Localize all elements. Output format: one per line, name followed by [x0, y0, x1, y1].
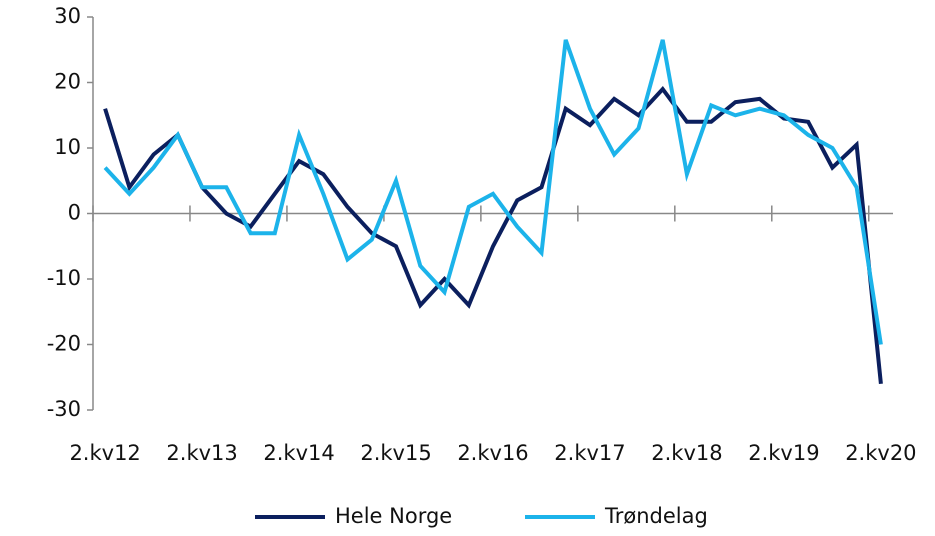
x-tick-label: 2.kv14: [263, 441, 334, 465]
legend-label: Hele Norge: [335, 504, 452, 528]
legend-label: Trøndelag: [604, 504, 708, 528]
line-series: [103, 39, 883, 345]
x-tick-label: 2.kv17: [554, 441, 625, 465]
x-tick-label: 2.kv12: [69, 441, 140, 465]
y-tick-label: 20: [54, 70, 81, 94]
line-series: [103, 85, 883, 385]
x-tick-label: 2.kv18: [651, 441, 722, 465]
y-tick-label: -20: [47, 332, 81, 356]
x-tick-label: 2.kv13: [166, 441, 237, 465]
x-tick-label: 2.kv20: [845, 441, 916, 465]
y-tick-label: -30: [47, 397, 81, 421]
y-tick-label: 10: [54, 135, 81, 159]
y-tick-label: 30: [54, 4, 81, 28]
x-tick-label: 2.kv15: [360, 441, 431, 465]
x-tick-label: 2.kv19: [748, 441, 819, 465]
y-tick-label: 0: [68, 201, 81, 225]
y-tick-label: -10: [47, 266, 81, 290]
x-tick-label: 2.kv16: [457, 441, 528, 465]
